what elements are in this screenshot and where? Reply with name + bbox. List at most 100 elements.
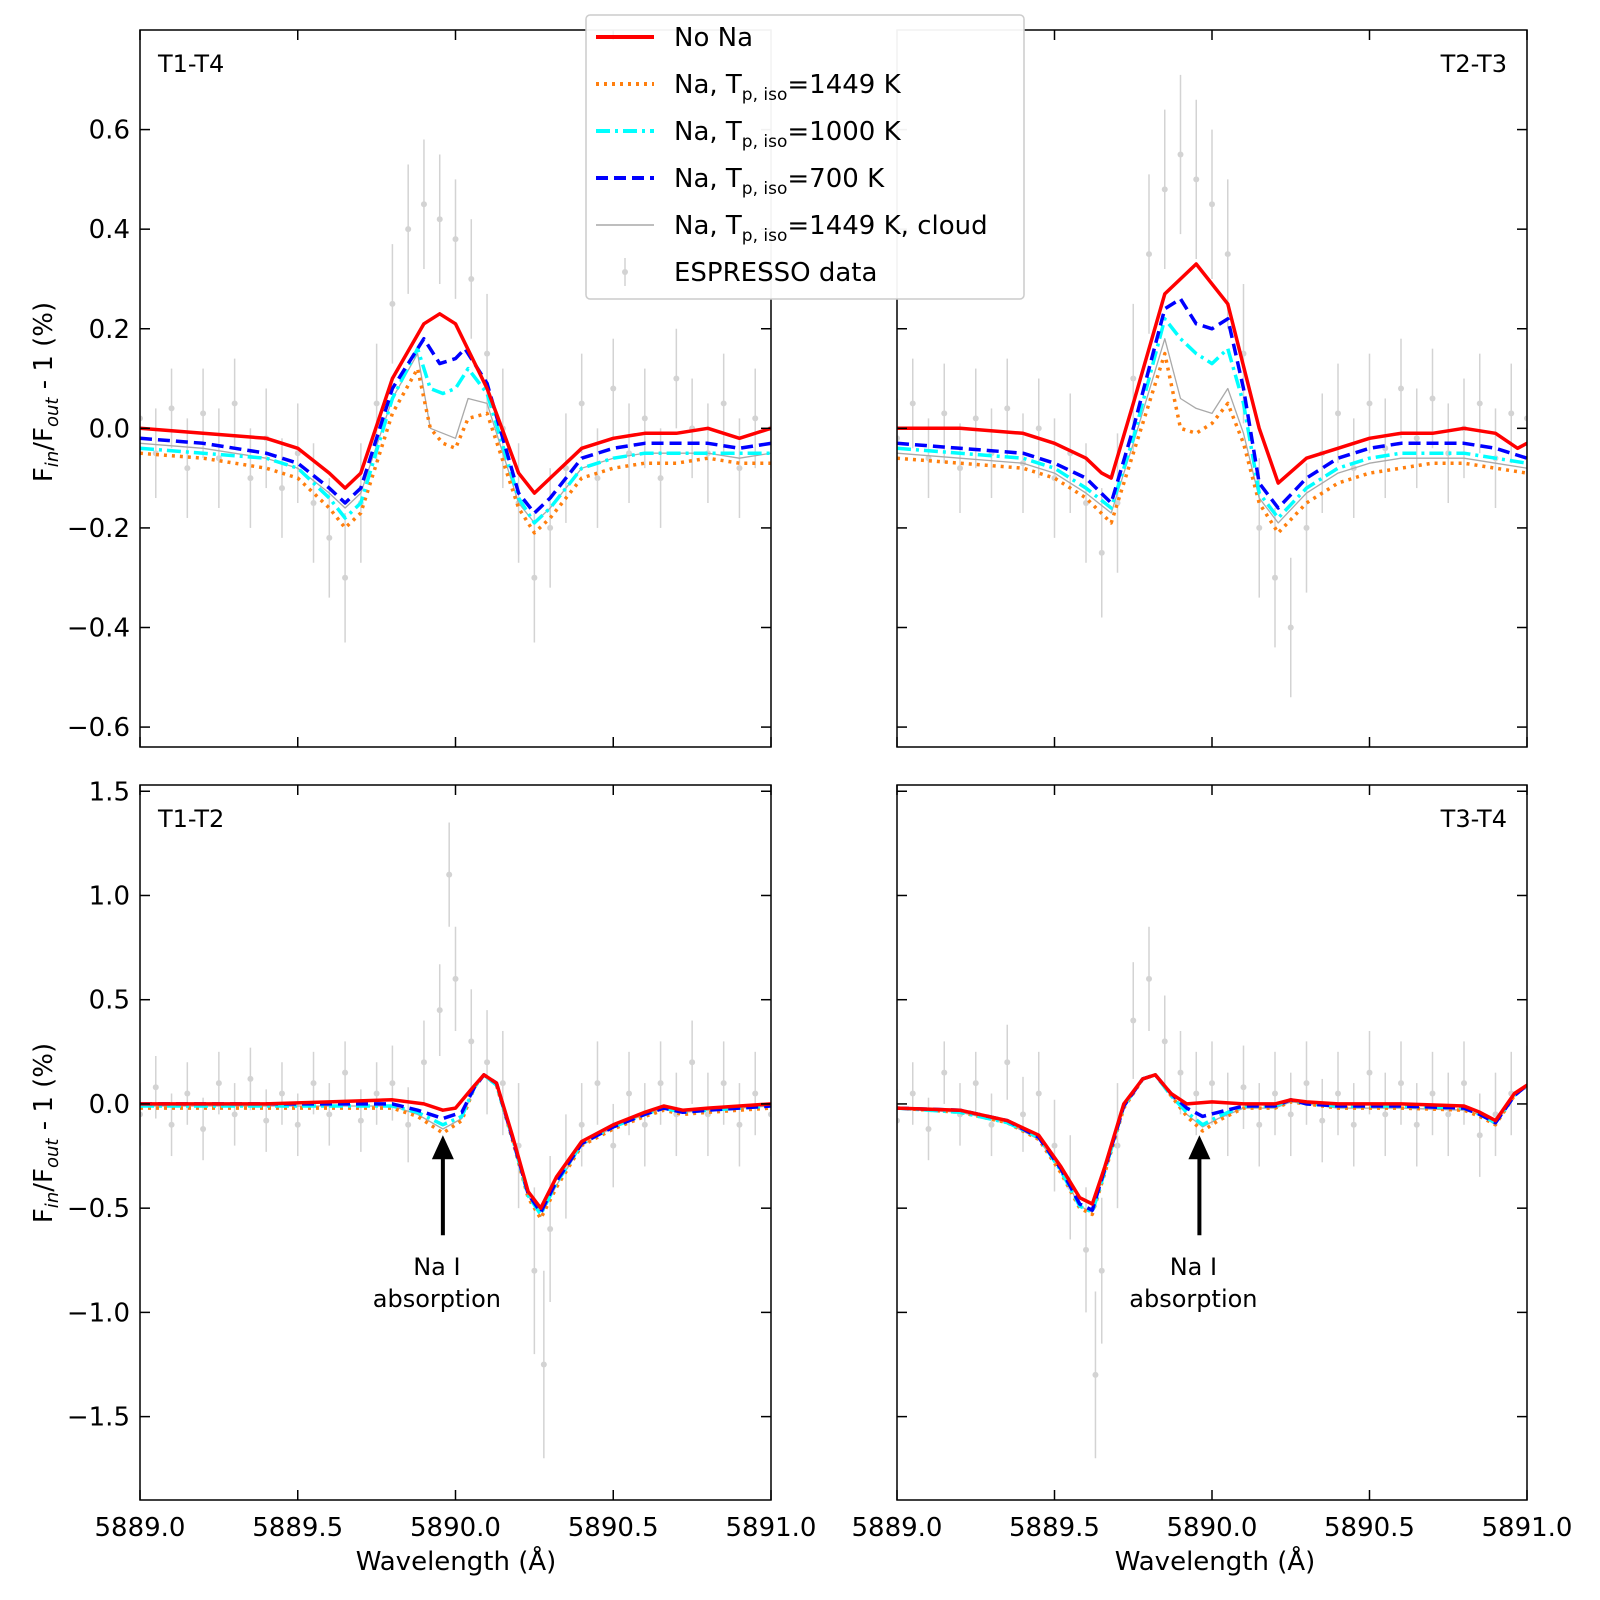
data-point	[1130, 375, 1137, 382]
data-point	[1098, 549, 1105, 556]
data-point	[1382, 1111, 1389, 1118]
data-point	[547, 1226, 554, 1233]
legend-swatch-espresso-dot	[622, 269, 628, 275]
data-point	[1350, 1121, 1357, 1128]
data-point	[909, 400, 916, 407]
data-point	[531, 574, 538, 581]
ylabel-top: Fin/Fout - 1 (%)	[29, 302, 63, 482]
series-line-na-t-p-iso-700-k	[897, 1073, 1527, 1212]
data-point	[326, 1111, 333, 1118]
panels: −0.6 −0.4 −0.2 0.0 0.2 0.4 0.6 T1-T4 T2-T3 5889.0…	[67, 29, 1572, 1543]
plot-area-t2-t3	[897, 74, 1527, 698]
data-point	[1224, 251, 1231, 258]
series-line-no-na	[897, 262, 1527, 485]
data-point	[1287, 624, 1294, 631]
x-tick-label: 5889.5	[252, 1513, 343, 1543]
data-point	[184, 465, 191, 472]
data-point	[468, 275, 475, 282]
plot-area-t1-t2	[140, 822, 771, 1459]
annotation-arrow-head	[431, 1135, 454, 1160]
x-tick-label: 5891.0	[726, 1513, 817, 1543]
data-point	[1035, 425, 1042, 432]
data-point	[988, 1121, 995, 1128]
y-tick-label: 0.5	[89, 986, 130, 1016]
data-point	[357, 1117, 364, 1124]
panel-t2-t3: T2-T3	[896, 29, 1528, 748]
data-point	[1051, 1142, 1058, 1149]
data-point	[231, 400, 238, 407]
data-point	[1240, 1084, 1247, 1091]
data-point	[436, 216, 443, 223]
xlabel-left: Wavelength (Å)	[356, 1545, 557, 1577]
data-point	[689, 1059, 696, 1066]
data-point	[1035, 1090, 1042, 1097]
data-point	[626, 450, 633, 457]
data-point	[925, 1125, 932, 1132]
data-point	[389, 300, 396, 307]
data-point	[1146, 975, 1152, 982]
series-line-na-t-p-iso-1000-k	[897, 317, 1527, 520]
data-point	[752, 415, 759, 422]
data-point	[1366, 400, 1373, 407]
data-point	[736, 465, 743, 472]
series-line-no-na	[140, 312, 771, 495]
data-point	[657, 1080, 664, 1087]
data-point	[720, 1080, 727, 1087]
data-point	[1146, 251, 1152, 258]
data-point	[909, 1090, 916, 1097]
data-point	[1177, 1069, 1184, 1076]
x-tick-label: 5890.0	[1167, 1513, 1258, 1543]
series-line-no-na	[897, 1073, 1527, 1206]
data-point	[1429, 395, 1436, 402]
xlabel-right: Wavelength (Å)	[1115, 1545, 1316, 1577]
data-point	[531, 1267, 538, 1274]
data-point	[1476, 1132, 1483, 1139]
legend-label-no-na: No Na	[674, 23, 753, 53]
panel-t1-t2: 5889.0 5889.5 5890.0 5890.5 5891.0 −1.5 −1.0 −0…	[67, 777, 817, 1543]
data-point	[200, 410, 207, 417]
data-point	[673, 375, 680, 382]
data-point	[342, 574, 349, 581]
data-point	[1508, 410, 1515, 417]
data-point	[610, 385, 617, 392]
annotation-arrow-head	[1188, 1135, 1211, 1160]
data-point	[736, 1121, 743, 1128]
data-point	[957, 465, 963, 472]
legend-frame	[585, 14, 1025, 300]
data-point	[1303, 1080, 1310, 1087]
data-point	[1272, 1090, 1278, 1097]
annotation-line1: Na I	[413, 1253, 460, 1281]
data-point	[310, 500, 317, 507]
x-tick-label: 5890.5	[1324, 1513, 1415, 1543]
annotation-line2: absorption	[373, 1285, 501, 1313]
y-tick-label: −0.5	[67, 1194, 130, 1224]
data-point	[1114, 500, 1121, 507]
data-point	[215, 1080, 222, 1087]
series-line-na-t-p-iso-1449-k	[140, 366, 771, 535]
data-point	[263, 1117, 270, 1124]
data-point	[1476, 400, 1483, 407]
y-tick-label: −1.5	[67, 1403, 130, 1433]
data-point	[310, 1080, 317, 1087]
legend-label-espresso: ESPRESSO data	[674, 258, 877, 288]
ylabel-bottom: Fin/Fout - 1 (%)	[29, 1043, 63, 1223]
panel-t1-t4: −0.6 −0.4 −0.2 0.0 0.2 0.4 0.6 T1-T4	[67, 29, 772, 748]
series-line-na-t-p-iso-700-k	[897, 297, 1527, 510]
data-point	[1256, 1121, 1263, 1128]
panel-label: T1-T4	[157, 50, 224, 78]
data-point	[373, 400, 380, 407]
data-point	[578, 1121, 585, 1128]
data-point	[247, 1075, 254, 1082]
series-line-na-t-p-iso-1000-k	[140, 346, 771, 525]
data-point	[294, 450, 301, 457]
panel-label: T1-T2	[157, 805, 224, 833]
data-point	[499, 1080, 506, 1087]
data-point	[594, 475, 601, 482]
data-point	[578, 400, 585, 407]
data-point	[278, 1090, 285, 1097]
data-point	[294, 1121, 301, 1128]
data-point	[1335, 1090, 1341, 1097]
data-point	[342, 1069, 349, 1076]
data-point	[1098, 1267, 1105, 1274]
data-point	[1161, 1038, 1168, 1045]
